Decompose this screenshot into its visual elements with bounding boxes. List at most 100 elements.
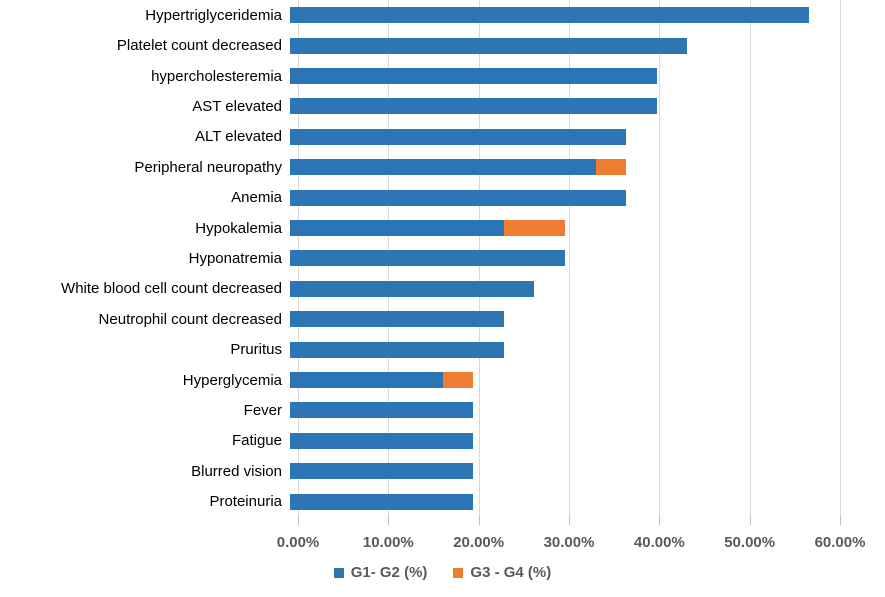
bar-track xyxy=(290,402,840,419)
chart-rows: Hypertriglyceridemia Platelet count decre… xyxy=(0,0,885,517)
category-label: Proteinuria xyxy=(209,493,282,511)
category-label: Pruritus xyxy=(230,341,282,359)
axis-tick-label: 10.00% xyxy=(362,534,414,551)
axis-tick xyxy=(388,517,390,525)
gridline xyxy=(569,0,570,517)
bar-segment-g3-g4 xyxy=(442,372,474,389)
bar-segment-g3-g4 xyxy=(595,159,627,176)
bar-segment-g1-g2 xyxy=(290,98,657,115)
category-label: Peripheral neuropathy xyxy=(134,158,282,176)
bar-track xyxy=(290,250,840,267)
bar-segment-g1-g2 xyxy=(290,341,504,358)
legend-item-g1-g2: G1- G2 (%) xyxy=(333,564,428,581)
category-label: White blood cell count decreased xyxy=(61,280,282,298)
axis-tick xyxy=(840,517,841,525)
bar-track xyxy=(290,128,840,145)
axis-tick-label: 50.00% xyxy=(724,534,776,551)
bar-track xyxy=(290,311,840,328)
bar-track xyxy=(290,341,840,358)
bar-track xyxy=(290,372,840,389)
bar-segment-g1-g2 xyxy=(290,280,535,297)
axis-tick xyxy=(569,517,570,525)
axis-tick xyxy=(749,517,751,525)
bar-segment-g1-g2 xyxy=(290,402,474,419)
x-axis-labels: 0.00% 10.00% 20.00% 30.00% 40.00% 50.00% 60.00… xyxy=(277,534,866,554)
bar-track xyxy=(290,159,840,176)
axis-tick-label: 30.00% xyxy=(543,534,595,551)
chart-row: Hyponatremia xyxy=(0,243,885,273)
bar-segment-g1-g2 xyxy=(290,189,627,206)
chart-row: Anemia xyxy=(0,182,885,212)
legend-label: G1- G2 (%) xyxy=(350,564,428,581)
bar-segment-g1-g2 xyxy=(290,68,657,85)
category-label: Fatigue xyxy=(231,432,282,450)
chart-row: hypercholesteremia xyxy=(0,61,885,91)
bar-segment-g1-g2 xyxy=(290,7,810,24)
bar-track xyxy=(290,68,840,85)
chart-row: AST elevated xyxy=(0,91,885,121)
x-axis-ticks xyxy=(298,517,841,526)
chart-row: White blood cell count decreased xyxy=(0,274,885,304)
bar-segment-g1-g2 xyxy=(290,37,688,54)
category-label: ALT elevated xyxy=(194,128,282,146)
bar-track xyxy=(290,463,840,480)
axis-tick xyxy=(478,517,480,525)
bar-track xyxy=(290,7,840,24)
chart-row: Neutrophil count decreased xyxy=(0,304,885,334)
category-label: Blurred vision xyxy=(191,462,282,480)
axis-tick-label: 60.00% xyxy=(814,534,866,551)
chart-row: Peripheral neuropathy xyxy=(0,152,885,182)
bar-segment-g1-g2 xyxy=(290,128,627,145)
bar-track xyxy=(290,432,840,449)
category-label: Hyponatremia xyxy=(188,249,282,267)
chart-row: Hyperglycemia xyxy=(0,365,885,395)
chart-row: Hypokalemia xyxy=(0,213,885,243)
chart-legend: G1- G2 (%) G3 - G4 (%) xyxy=(0,564,885,581)
bar-segment-g1-g2 xyxy=(290,372,443,389)
chart-row: Platelet count decreased xyxy=(0,30,885,60)
bar-track xyxy=(290,98,840,115)
gridline xyxy=(840,0,841,517)
legend-swatch-icon xyxy=(333,567,344,578)
bar-segment-g1-g2 xyxy=(290,493,474,510)
category-label: Hypokalemia xyxy=(195,219,282,237)
bar-track xyxy=(290,220,840,237)
category-label: AST elevated xyxy=(192,97,282,115)
bar-segment-g1-g2 xyxy=(290,250,565,267)
chart-row: Fever xyxy=(0,395,885,425)
bar-track xyxy=(290,280,840,297)
category-label: Hyperglycemia xyxy=(182,371,282,389)
chart-row: ALT elevated xyxy=(0,122,885,152)
category-label: Fever xyxy=(243,401,282,419)
axis-tick-label: 0.00% xyxy=(276,534,320,551)
chart-row: Fatigue xyxy=(0,426,885,456)
category-label: Platelet count decreased xyxy=(116,37,282,55)
bar-segment-g1-g2 xyxy=(290,432,474,449)
bar-track xyxy=(290,37,840,54)
category-label: hypercholesteremia xyxy=(151,67,282,85)
bar-segment-g1-g2 xyxy=(290,463,474,480)
gridline xyxy=(659,0,661,517)
bar-segment-g1-g2 xyxy=(290,220,504,237)
legend-item-g3-g4: G3 - G4 (%) xyxy=(453,564,551,581)
bar-track xyxy=(290,189,840,206)
bar-segment-g1-g2 xyxy=(290,159,596,176)
category-label: Anemia xyxy=(231,189,282,207)
axis-tick xyxy=(298,517,299,525)
bar-segment-g3-g4 xyxy=(503,220,565,237)
chart-row: Pruritus xyxy=(0,334,885,364)
axis-tick-label: 40.00% xyxy=(633,534,685,551)
chart-row: Hypertriglyceridemia xyxy=(0,0,885,30)
legend-swatch-icon xyxy=(453,567,464,578)
axis-tick xyxy=(659,517,661,525)
category-label: Hypertriglyceridemia xyxy=(145,6,282,24)
chart-row: Proteinuria xyxy=(0,487,885,517)
chart-row: Blurred vision xyxy=(0,456,885,486)
axis-tick-label: 20.00% xyxy=(453,534,505,551)
bar-segment-g1-g2 xyxy=(290,311,504,328)
gridline xyxy=(749,0,751,517)
category-label: Neutrophil count decreased xyxy=(98,310,282,328)
bar-track xyxy=(290,493,840,510)
legend-label: G3 - G4 (%) xyxy=(470,564,552,581)
